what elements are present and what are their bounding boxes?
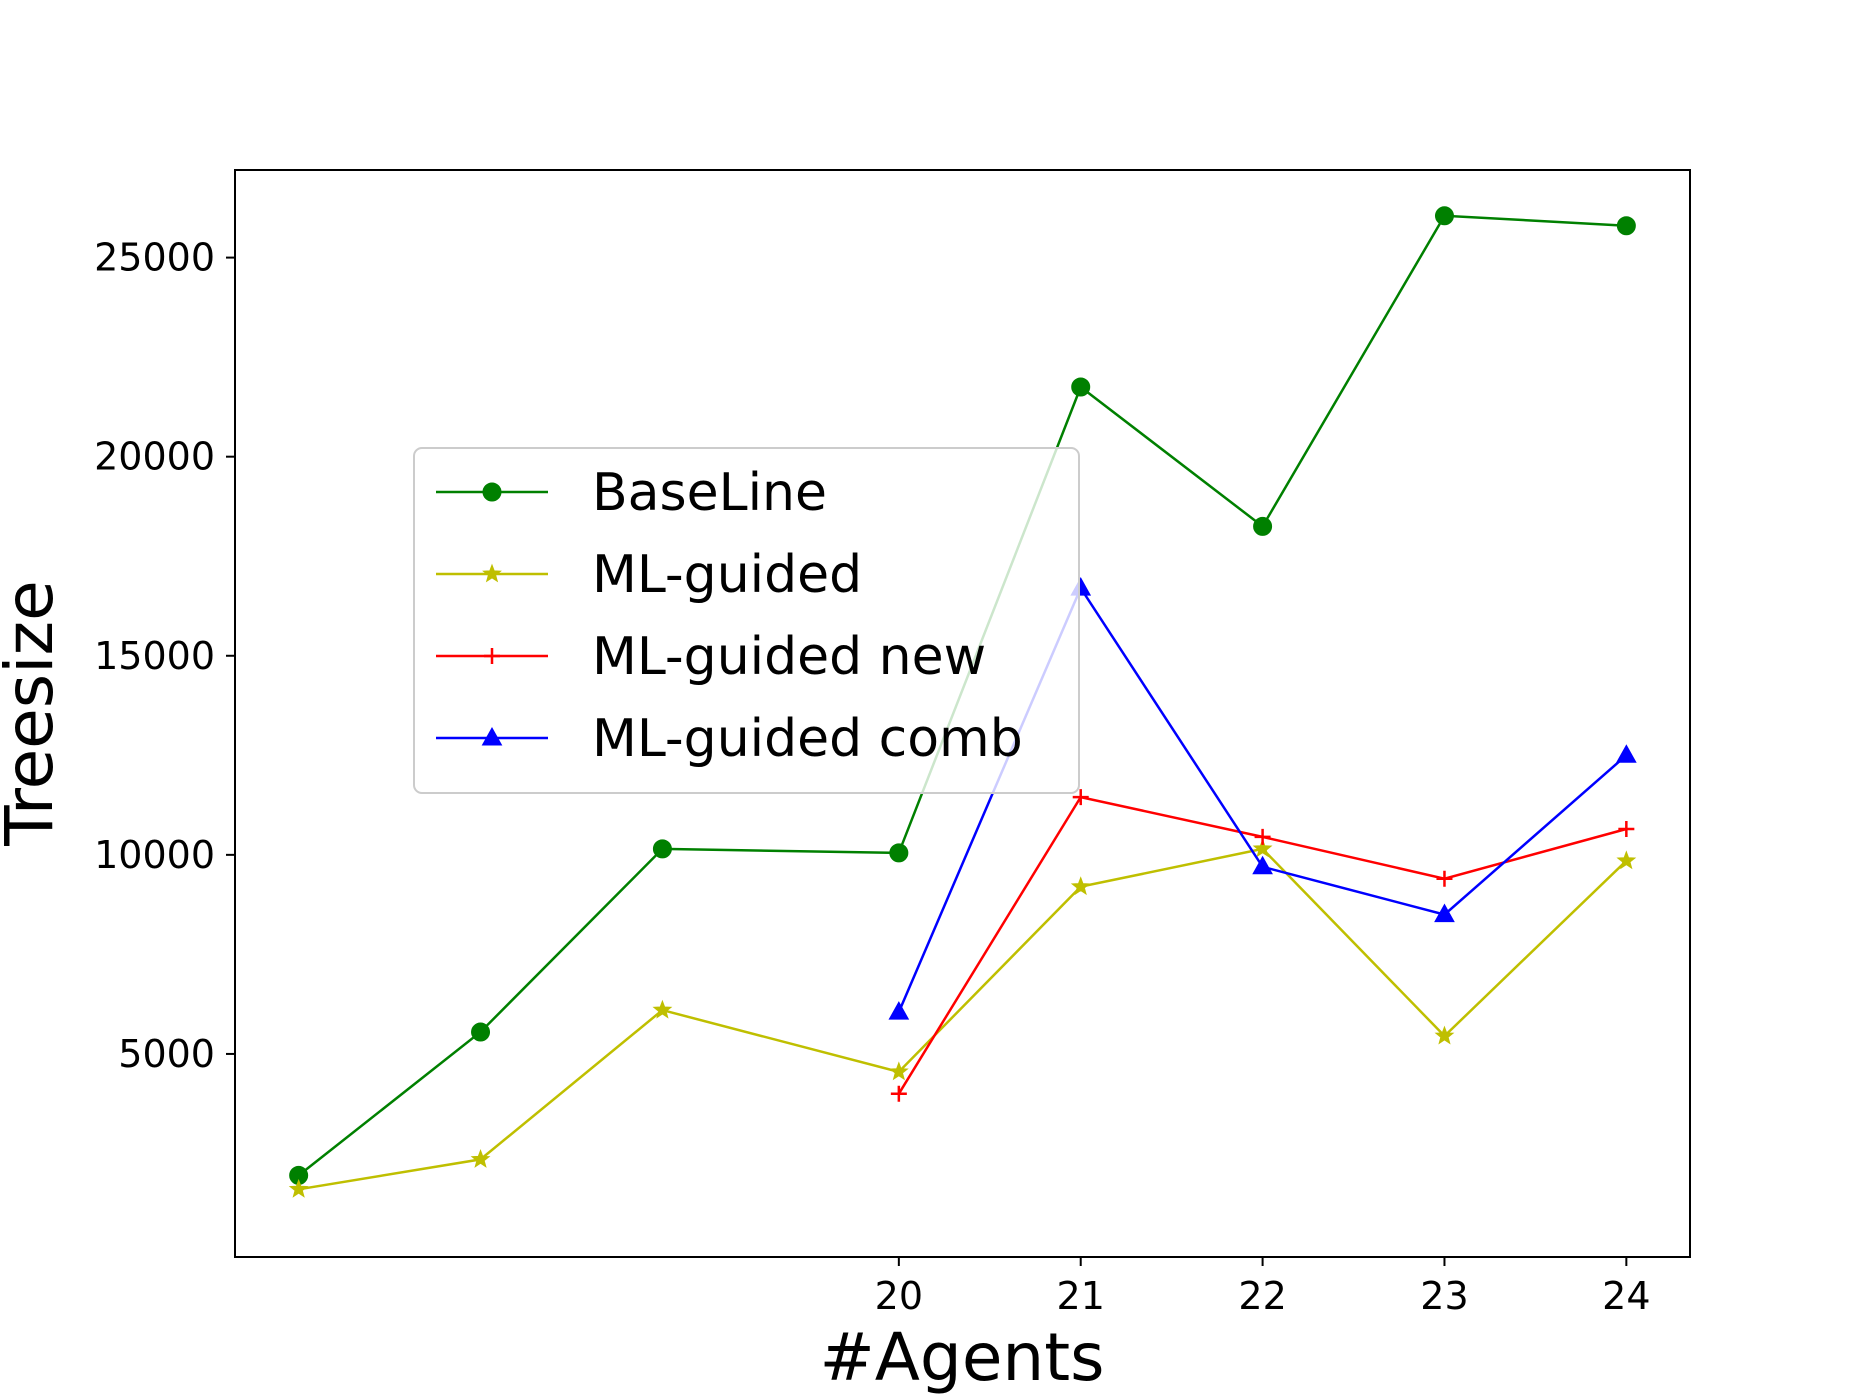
legend-marker-ml-guided-comb [481, 726, 503, 746]
series-line-ml-guided [298, 847, 1628, 1191]
data-point-ml-guided-new [1072, 789, 1089, 806]
legend-entry-ml-guided-new: ML-guided new [436, 627, 986, 687]
series-layer [288, 206, 1637, 1198]
y-tick-label: 10000 [94, 833, 215, 877]
data-point-ml-guided-comb [1434, 903, 1455, 923]
x-tick-label: 20 [875, 1274, 923, 1318]
data-point-ml-guided-new [1254, 828, 1271, 845]
data-point-ml-guided [1252, 838, 1273, 858]
plot-frame [234, 169, 1691, 1258]
legend-entry-baseline: BaseLine [436, 463, 827, 523]
legend-label-ml-guided-new: ML-guided new [592, 627, 986, 687]
data-point-baseline [1071, 377, 1091, 397]
y-tick-label: 15000 [94, 634, 215, 678]
y-tick-label: 20000 [94, 435, 215, 479]
data-point-baseline [1434, 206, 1454, 226]
data-point-baseline [652, 839, 672, 859]
data-point-ml-guided-new [1436, 870, 1453, 887]
x-tick-label: 22 [1238, 1274, 1286, 1318]
y-axis-ticks: 5000 10000 15000 20000 25000 [94, 236, 235, 1076]
legend-box [413, 447, 1080, 794]
y-axis-label: Treesize [0, 580, 68, 846]
data-point-baseline [471, 1022, 491, 1042]
data-point-baseline [889, 843, 909, 863]
legend-entry-ml-guided: ML-guided [436, 545, 862, 605]
x-tick-label: 21 [1057, 1274, 1105, 1318]
data-point-ml-guided [1070, 876, 1091, 896]
legend-entries: BaseLine ML-guided ML-guided new ML-guided … [436, 463, 1023, 769]
data-point-ml-guided [1434, 1025, 1455, 1045]
legend-entry-ml-guided-comb: ML-guided comb [436, 709, 1023, 769]
data-point-ml-guided-new [890, 1085, 907, 1102]
y-tick-label: 5000 [118, 1032, 215, 1076]
data-point-ml-guided-new [1618, 820, 1635, 837]
legend-label-baseline: BaseLine [592, 463, 827, 523]
data-point-ml-guided [652, 999, 673, 1019]
data-point-ml-guided [1616, 850, 1637, 870]
legend-label-ml-guided-comb: ML-guided comb [592, 709, 1023, 769]
data-point-ml-guided [470, 1149, 491, 1168]
x-axis-label: #Agents [819, 1319, 1104, 1396]
data-point-ml-guided-comb [888, 1001, 910, 1020]
legend-marker-baseline [482, 482, 502, 502]
x-axis-ticks: 20 21 22 23 24 [875, 1257, 1651, 1318]
data-point-ml-guided-comb [1252, 855, 1273, 875]
data-point-baseline [1616, 216, 1636, 236]
legend-marker-ml-guided-new [484, 648, 500, 664]
data-point-ml-guided-comb [1615, 744, 1637, 763]
data-point-ml-guided [888, 1061, 909, 1081]
data-point-baseline [1253, 516, 1273, 536]
legend-label-ml-guided: ML-guided [592, 545, 862, 605]
legend-marker-ml-guided [482, 563, 502, 583]
data-point-ml-guided [288, 1178, 309, 1198]
series-ml-guided [288, 838, 1637, 1198]
y-tick-label: 25000 [94, 236, 215, 280]
legend: BaseLine ML-guided ML-guided new ML-guided … [413, 447, 1080, 794]
x-tick-label: 24 [1602, 1274, 1650, 1318]
x-tick-label: 23 [1420, 1274, 1468, 1318]
